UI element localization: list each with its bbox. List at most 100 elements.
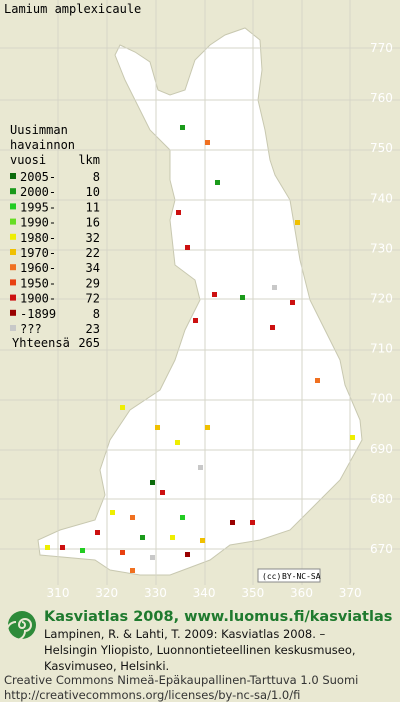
footer-license: http://creativecommons.org/licenses/by-n… <box>4 688 300 702</box>
legend-count: 34 <box>86 261 100 275</box>
legend-label: 2005- <box>20 170 56 184</box>
observation <box>140 535 145 540</box>
y-axis-label: 720 <box>370 292 393 306</box>
x-axis-label: 310 <box>47 586 70 600</box>
footer-license: Creative Commons Nimeä-Epäkaupallinen-Ta… <box>4 673 358 687</box>
observation <box>60 545 65 550</box>
observation <box>170 535 175 540</box>
observation <box>193 318 198 323</box>
observation <box>212 292 217 297</box>
title: Lamium amplexicaule <box>4 2 141 16</box>
legend-label: ??? <box>20 322 42 336</box>
y-axis-label: 760 <box>370 91 393 105</box>
legend-count: 23 <box>86 322 100 336</box>
legend-label: 1960- <box>20 261 56 275</box>
observation <box>130 568 135 573</box>
x-axis-label: 370 <box>339 586 362 600</box>
observation <box>120 550 125 555</box>
legend-label: 1970- <box>20 246 56 260</box>
legend-swatch <box>10 249 16 255</box>
observation <box>230 520 235 525</box>
observation <box>295 220 300 225</box>
x-axis-label: 350 <box>241 586 264 600</box>
x-axis-label: 340 <box>193 586 216 600</box>
observation <box>95 530 100 535</box>
observation <box>130 515 135 520</box>
legend-label: 1990- <box>20 216 56 230</box>
legend: 2005- 8 2000- 10 1995- 11 1990- 16 1980- 32 1970- 2… <box>10 170 100 336</box>
observation <box>315 378 320 383</box>
footer-citation: Helsingin Yliopisto, Luonnontieteellinen… <box>44 643 356 657</box>
legend-count: 16 <box>86 216 100 230</box>
legend-column: lkm <box>78 153 100 167</box>
legend-label: 1950- <box>20 276 56 290</box>
cc-icon: (cc) <box>262 572 281 581</box>
legend-swatch <box>10 233 16 240</box>
y-axis-label: 680 <box>370 492 393 506</box>
legend-count: 32 <box>86 231 100 245</box>
observation <box>150 480 155 485</box>
observation <box>180 125 185 130</box>
observation <box>185 245 190 250</box>
observation <box>200 538 205 543</box>
observation <box>110 510 115 515</box>
legend-count: 8 <box>93 307 100 321</box>
observation <box>215 180 220 185</box>
legend-swatch <box>10 173 16 179</box>
observation <box>205 140 210 145</box>
legend-column: vuosi <box>10 153 46 167</box>
footer-site: Kasviatlas 2008, www.luomus.fi/kasviatla… <box>44 609 392 625</box>
legend-label: 1900- <box>20 292 56 306</box>
legend-swatch <box>10 279 16 286</box>
observation <box>80 548 85 553</box>
legend-count: 10 <box>86 185 100 199</box>
logo-circle <box>8 611 36 639</box>
legend-count: 29 <box>86 276 100 290</box>
observation <box>185 552 190 557</box>
y-axis-label: 690 <box>370 442 393 456</box>
observation <box>270 325 275 330</box>
legend-heading: Uusimman <box>10 123 68 137</box>
legend-count: 11 <box>86 200 100 214</box>
grid-lines <box>0 0 400 585</box>
observation <box>198 465 203 470</box>
y-axis-label: 670 <box>370 542 393 556</box>
observation <box>290 300 295 305</box>
finland-outline <box>37 27 363 576</box>
x-axis-labels: 310 320 330 340 350 360 370 <box>47 586 362 600</box>
observation <box>45 545 50 550</box>
legend-count: 8 <box>93 170 100 184</box>
legend-swatch <box>10 188 16 195</box>
x-axis-label: 320 <box>95 586 118 600</box>
legend-label: 1980- <box>20 231 56 245</box>
logo-spiral <box>6 618 32 641</box>
observation <box>120 405 125 410</box>
logo <box>6 611 36 641</box>
legend-swatch <box>10 264 16 271</box>
y-axis-label: 700 <box>370 392 393 406</box>
observation-squares <box>45 125 355 573</box>
legend-label: 2000- <box>20 185 56 199</box>
observation <box>175 440 180 445</box>
license-badge <box>257 568 321 583</box>
observation <box>250 520 255 525</box>
legend-swatch <box>10 294 16 301</box>
legend-total-label: Yhteensä <box>12 336 70 350</box>
y-axis-label: 730 <box>370 241 393 255</box>
legend-total: 265 <box>78 336 100 350</box>
legend-swatch <box>10 309 16 316</box>
y-axis-label: 740 <box>370 191 393 205</box>
y-axis-label: 750 <box>370 141 393 155</box>
legend-label: -1899 <box>20 307 56 321</box>
license-badge-text: BY-NC-SA <box>282 572 321 581</box>
legend-swatch <box>10 203 16 210</box>
x-axis-label: 330 <box>144 586 167 600</box>
observation <box>240 295 245 300</box>
legend-label: 1995- <box>20 200 56 214</box>
y-axis-label: 770 <box>370 41 393 55</box>
observation <box>160 490 165 495</box>
observation <box>205 425 210 430</box>
x-axis-label: 360 <box>290 586 313 600</box>
y-axis-labels: 770 760 750 740 730 720 710 700 690 680 670 <box>370 41 393 556</box>
